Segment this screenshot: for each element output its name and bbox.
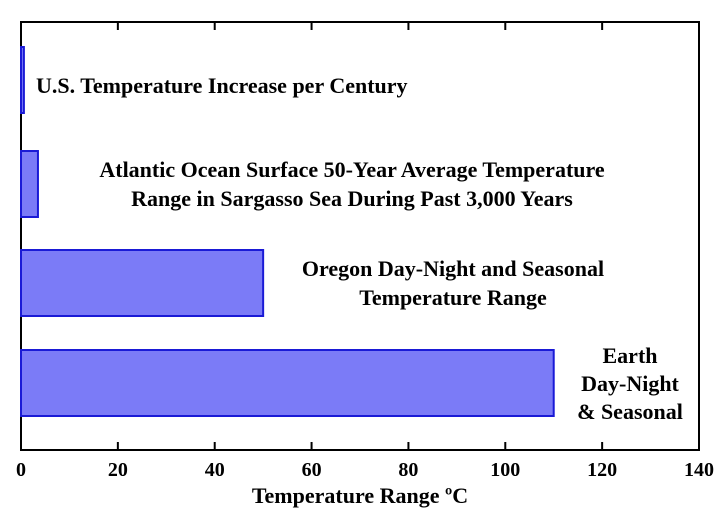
bar-label-3: Oregon Day-Night and Seasonal Temperature… — [302, 256, 604, 310]
bar-label-1: U.S. Temperature Increase per Century — [36, 73, 408, 98]
bar-label-4: Earth Day-Night & Seasonal — [577, 343, 683, 424]
bar-3 — [20, 249, 265, 317]
x-tick-label: 40 — [205, 459, 225, 481]
x-tick-label: 20 — [108, 459, 128, 481]
x-axis-title: Temperature Range ºC — [252, 483, 468, 508]
bar-1 — [20, 46, 25, 114]
x-ticks-group: 0 20 40 60 80 100 120 140 — [16, 22, 714, 481]
x-tick-label: 0 — [16, 459, 26, 481]
x-tick-label: 140 — [684, 459, 714, 481]
bar-2 — [20, 150, 39, 218]
x-tick-label: 60 — [302, 459, 322, 481]
plot-frame — [20, 21, 700, 451]
x-tick-label: 120 — [587, 459, 617, 481]
x-tick-label: 80 — [398, 459, 418, 481]
bar-4 — [20, 349, 555, 417]
bar-label-2: Atlantic Ocean Surface 50-Year Average T… — [99, 157, 605, 211]
bar-labels-group: U.S. Temperature Increase per Century Atl… — [36, 73, 683, 424]
bars-group — [20, 46, 555, 417]
x-tick-label: 100 — [490, 459, 520, 481]
